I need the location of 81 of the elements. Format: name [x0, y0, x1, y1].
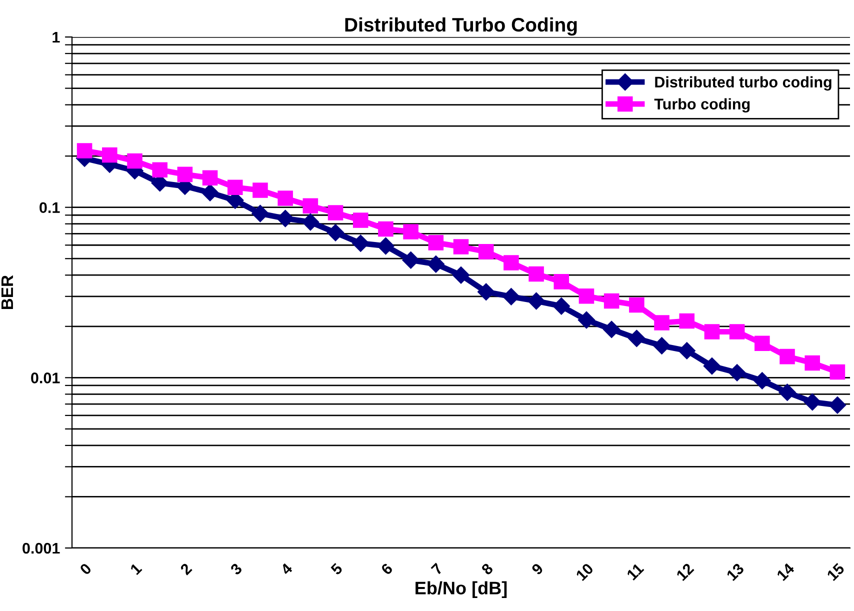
point [302, 198, 318, 214]
point [628, 330, 646, 347]
point [377, 237, 394, 255]
legend-label: Turbo coding [654, 98, 750, 113]
point [102, 147, 118, 163]
point [352, 234, 370, 252]
point [678, 342, 696, 360]
point [478, 283, 495, 300]
x-tick-label: 0 [79, 562, 92, 576]
point [578, 311, 596, 329]
x-tick-label: 2 [180, 562, 192, 576]
point [276, 210, 294, 228]
x-tick-label: 11 [626, 562, 644, 580]
point [554, 274, 570, 290]
x-tick-label: 10 [575, 562, 594, 582]
point [653, 337, 670, 354]
chart-title: Distributed Turbo Coding [345, 17, 577, 36]
y-tick-label: 0.1 [40, 202, 60, 214]
x-tick-label: 6 [380, 562, 394, 576]
point [704, 324, 720, 340]
point [504, 255, 519, 270]
x-tick-label: 3 [230, 562, 243, 576]
point [804, 355, 820, 371]
point [780, 348, 795, 364]
point [278, 190, 293, 206]
x-tick-label: 5 [330, 562, 344, 576]
point [629, 297, 644, 313]
y-tick-label: 1 [52, 32, 60, 43]
point [604, 293, 620, 309]
x-tick-label: 1 [130, 562, 142, 576]
point [703, 358, 721, 375]
y-tick-label: 0.01 [31, 372, 60, 384]
point [828, 396, 846, 414]
y-tick-label: 0.001 [22, 542, 60, 554]
point [778, 384, 796, 401]
point [402, 252, 420, 269]
point [252, 204, 269, 222]
point [152, 162, 168, 178]
point [378, 221, 394, 237]
point [603, 320, 620, 338]
legend-label: Distributed turbo coding [655, 76, 832, 91]
point [754, 372, 771, 390]
point [252, 182, 268, 198]
point [478, 244, 494, 260]
y-axis-title: BER [1, 275, 13, 309]
x-tick-label: 8 [480, 562, 494, 576]
point [453, 239, 469, 254]
x-tick-label: 7 [430, 562, 444, 576]
point [528, 266, 544, 282]
point [326, 224, 344, 242]
point [528, 292, 545, 310]
x-tick-label: 13 [726, 562, 745, 582]
x-tick-label: 15 [826, 562, 846, 582]
point [502, 288, 520, 306]
point [428, 235, 444, 250]
point [452, 266, 470, 284]
point [227, 180, 243, 195]
x-tick-label: 9 [530, 562, 544, 576]
point [302, 213, 319, 231]
x-tick-label: 14 [776, 562, 796, 582]
point [202, 170, 218, 186]
point [201, 184, 219, 202]
point [578, 288, 594, 304]
x-axis-title: Eb/No [dB] [416, 581, 507, 598]
point [328, 205, 344, 220]
point [127, 153, 142, 169]
point [177, 166, 193, 182]
point [403, 224, 418, 240]
x-tick-label: 4 [280, 562, 294, 576]
point [728, 364, 746, 382]
point [654, 315, 670, 330]
point [552, 298, 570, 315]
point [427, 256, 444, 273]
point [754, 336, 770, 351]
point [729, 324, 745, 340]
point [830, 364, 846, 380]
point [76, 143, 92, 158]
x-tick-label: 12 [676, 562, 694, 582]
point [804, 393, 821, 411]
point [679, 313, 695, 329]
point [352, 212, 368, 228]
